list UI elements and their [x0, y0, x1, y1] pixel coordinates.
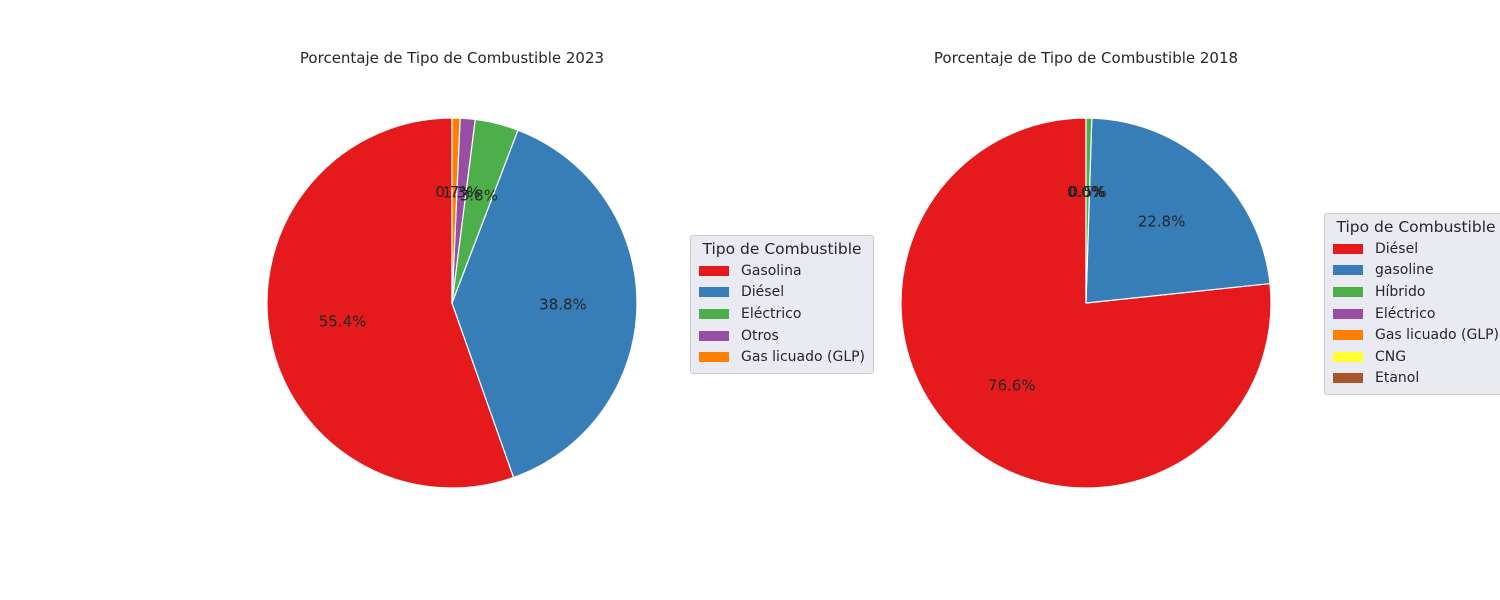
legend-label: Gas licuado (GLP) — [1375, 327, 1500, 344]
legend-item-gasolina: Gasolina — [699, 260, 865, 282]
chart-title-2018: Porcentaje de Tipo de Combustible 2018 — [933, 49, 1239, 67]
legend-item-otros: Otros — [699, 325, 865, 347]
pie-pct-label-gasoline: 22.8% — [1138, 213, 1186, 231]
pie-2018: 76.6%22.8%0.5%0.0%0.0%0.0%0.0% — [900, 117, 1272, 489]
pie-pct-label-etanol: 0.0% — [1067, 183, 1105, 201]
pie-pct-label-cng: 0.0% — [1067, 183, 1105, 201]
legend-item-electrico: Eléctrico — [699, 303, 865, 325]
legend-swatch — [1333, 330, 1363, 341]
legend-label: Otros — [741, 327, 779, 344]
legend-2023: Tipo de Combustible Gasolina Diésel Eléctr… — [690, 235, 875, 374]
pie-pct-label-gas-licuado-glp: 0.7% — [435, 183, 473, 201]
legend-item-gasoline: gasoline — [1333, 260, 1499, 282]
legend-items: Gasolina Diésel Eléctrico Otros Gas licuado … — [699, 260, 865, 368]
legend-swatch — [1333, 265, 1363, 276]
pie-pct-label-hibrido: 0.5% — [1069, 183, 1107, 201]
legend-label: gasoline — [1375, 262, 1434, 279]
legend-title: Tipo de Combustible — [1336, 218, 1496, 236]
pie-pct-label-diesel: 76.6% — [988, 377, 1036, 395]
legend-label: Híbrido — [1375, 283, 1426, 300]
pie-slice-hibrido — [1085, 117, 1093, 304]
legend-swatch — [1333, 308, 1363, 319]
pie-2023: 55.4% 38.8% 3.8%1.3%0.7% — [266, 117, 638, 489]
pie-pct-label-gasolina: 55.4% — [319, 313, 367, 331]
legend-swatch — [699, 287, 729, 298]
legend-label: Gasolina — [741, 262, 802, 279]
legend-item-cng: CNG — [1333, 346, 1499, 368]
legend-label: Etanol — [1375, 370, 1420, 387]
pie-pct-label-electrico: 3.8% — [460, 186, 498, 204]
pie-pct-label-electrico: 0.0% — [1067, 183, 1105, 201]
legend-items: Diésel gasoline Híbrido Eléctrico Gas licuad… — [1333, 238, 1499, 389]
legend-label: Gas licuado (GLP) — [741, 349, 866, 366]
pie-pct-label-otros: 1.3% — [442, 183, 480, 201]
legend-item-diesel: Diésel — [1333, 238, 1499, 260]
legend-title: Tipo de Combustible — [702, 240, 862, 258]
legend-swatch — [699, 330, 729, 341]
legend-label: Diésel — [741, 284, 785, 301]
pie-slice-gas-licuado-glp — [451, 117, 461, 304]
legend-item-diesel: Diésel — [699, 282, 865, 304]
legend-item-electrico: Eléctrico — [1333, 303, 1499, 325]
legend-swatch — [699, 352, 729, 363]
legend-swatch — [1333, 351, 1363, 362]
legend-swatch — [699, 308, 729, 319]
legend-swatch — [1333, 373, 1363, 384]
legend-item-gas-licuado-glp: Gas licuado (GLP) — [1333, 324, 1499, 346]
pie-slice-diesel — [451, 129, 638, 479]
legend-item-gas-licuado-glp: Gas licuado (GLP) — [699, 346, 865, 368]
legend-label: Eléctrico — [741, 305, 802, 322]
legend-item-hibrido: Híbrido — [1333, 281, 1499, 303]
legend-2018: Tipo de Combustible Diésel gasoline Híbrid… — [1324, 213, 1500, 396]
legend-label: Eléctrico — [1375, 305, 1436, 322]
pie-pct-label-gas-licuado-glp: 0.0% — [1067, 183, 1105, 201]
legend-item-etanol: Etanol — [1333, 368, 1499, 390]
legend-swatch — [699, 265, 729, 276]
legend-swatch — [1333, 286, 1363, 297]
legend-swatch — [1333, 243, 1363, 254]
pie-slice-gasoline — [1085, 117, 1271, 304]
legend-label: Diésel — [1375, 240, 1419, 257]
chart-title-2023: Porcentaje de Tipo de Combustible 2023 — [299, 49, 605, 67]
pie-pct-label-diesel: 38.8% — [539, 295, 587, 313]
legend-label: CNG — [1375, 348, 1407, 365]
